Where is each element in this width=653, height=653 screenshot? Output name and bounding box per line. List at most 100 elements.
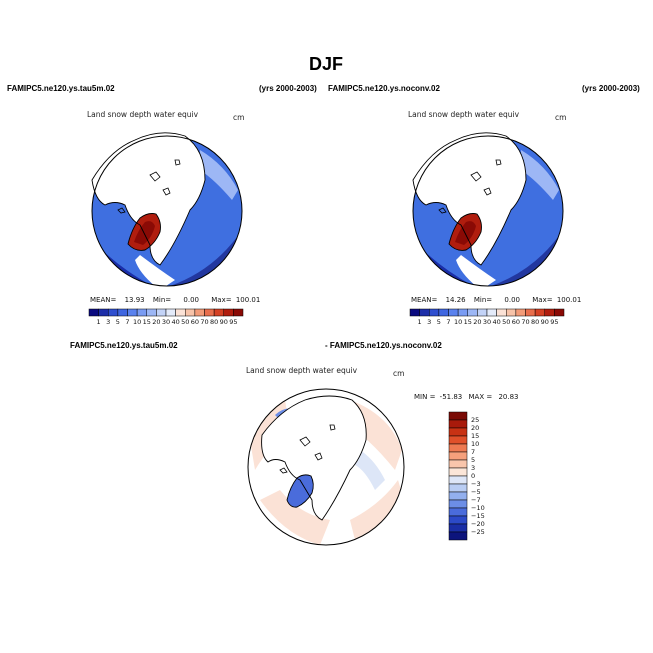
panel2-colorbar-swatch [429,308,440,317]
panel2-colorbar-tick-label: 95 [550,318,558,326]
panel2-colorbar-tick-label: 40 [492,318,500,326]
panel2-colorbar-swatch [477,308,488,317]
panel1-colorbar-swatch [233,308,244,317]
panel1-min-value: 0.00 [183,296,199,304]
panel1-mean-value: 13.93 [124,296,145,304]
panel1-colorbar-tick-label: 10 [133,318,141,326]
panel1-units: cm [233,113,245,122]
diff-colorbar-tick-label: −7 [471,496,481,504]
diff-colorbar-swatch [448,507,468,517]
panel2-mean-label: MEAN= [411,296,438,304]
diff-colorbar-swatch [448,419,468,429]
panel2-max-label: Max= [532,296,553,304]
panel2-map [412,132,564,287]
panel2-colorbar-tick-label: 15 [464,318,472,326]
panel1-colorbar-tick-label: 15 [143,318,151,326]
panel2-colorbar-swatch [534,308,545,317]
panel1-colorbar-tick-label: 40 [171,318,179,326]
diff-colorbar-tick-label: −10 [471,504,485,512]
panel1-ocean-south [135,255,175,286]
panel1-colorbar-tick-label: 80 [210,318,218,326]
diff-min-value: -51.83 [439,393,463,401]
panel1-colorbar-swatch [185,308,196,317]
panel2-islands [438,159,502,214]
diff-colorbar-swatch [448,443,468,453]
panel2-colorbar-tick-label: 10 [454,318,462,326]
panel2-colorbar-swatch [525,308,536,317]
diff-islands [279,424,336,474]
panel2-colorbar-tick-label: 1 [418,318,422,326]
panel2-colorbar-swatch [457,308,468,317]
diff-colorbar-tick-label: 25 [471,416,479,424]
diff-greenland-redraw [287,474,314,508]
panel1-colorbar-tick-label: 1 [97,318,101,326]
diff-stats: MIN = -51.83 MAX = 20.83 [414,393,518,401]
diff-colorbar-swatch [448,499,468,509]
diff-colorbar-swatch [448,411,468,421]
diff-colorbar-tick-label: 5 [471,456,475,464]
panel1-colorbar-swatch [108,308,119,317]
diff-colorbar-tick-label: −15 [471,512,485,520]
panel1-colorbar-swatch [165,308,176,317]
panel2-colorbar-swatch [438,308,449,317]
panel2-colorbar-tick-label: 50 [502,318,510,326]
panel1-colorbar-tick-label: 20 [152,318,160,326]
panel2-max-value: 100.01 [556,296,582,304]
panel1-colorbar-swatch [146,308,157,317]
diff-greenland-coast [286,474,314,508]
panel1-case-title: FAMIPC5.ne120.ys.tau5m.02 [7,84,115,93]
panel1-colorbar-tick-label: 90 [220,318,228,326]
panel1-colorbar-swatch [88,308,99,317]
panel2-stats: MEAN= 14.26 Min= 0.00 Max= 100.01 [411,296,581,304]
panel2-colorbar-swatch [554,308,565,317]
panel2-colorbar-tick-label: 5 [437,318,441,326]
panel2-units: cm [555,113,567,122]
panel2-colorbar-swatch [496,308,507,317]
panel2-colorbar: 1 3 5 7 10 15 20 30 40 50 60 70 80 90 95 [409,308,565,326]
panel2-colorbar-swatch [544,308,555,317]
panel2-greenland-coast [448,213,482,251]
diff-colorbar-tick-label: 15 [471,432,479,440]
panel1-colorbar-swatch [204,308,215,317]
panel1-colorbar-swatch [136,308,147,317]
panel1-colorbar-swatch [98,308,109,317]
diff-colorbar-swatch [448,523,468,533]
diff-colorbar-swatch [448,467,468,477]
panel1-stats: MEAN= 13.93 Min= 0.00 Max= 100.01 [90,296,260,304]
panel1-min-label: Min= [152,296,172,304]
panel1-colorbar: 1 3 5 7 10 15 20 30 40 50 60 70 80 90 95 [88,308,244,326]
panel1-ocean [92,136,205,265]
panel2-colorbar-tick-label: 60 [512,318,520,326]
panel2-colorbar-swatch [419,308,430,317]
panel2-coastline [412,132,527,266]
panel2-years: (yrs 2000-2003) [582,84,640,93]
diff-colorbar-swatch [448,483,468,493]
panel2-ocean [413,136,526,265]
diff-positive-southeast [350,480,404,540]
diff-colorbar-swatch [448,427,468,437]
panel2-colorbar-swatch [486,308,497,317]
panel1-light-snow-east [200,150,238,200]
diff-colorbar-swatch [448,459,468,469]
diff-colorbar-tick-label: −3 [471,480,481,488]
diff-variable-title: Land snow depth water equiv [246,366,358,375]
diff-units: cm [393,369,405,378]
panel1-colorbar-swatch [213,308,224,317]
diff-case-a: FAMIPC5.ne120.ys.tau5m.02 [70,341,178,350]
panel2-colorbar-tick-label: 90 [541,318,549,326]
panel2-colorbar-swatch [448,308,459,317]
diff-colorbar-tick-label: −25 [471,528,485,536]
panel1-colorbar-tick-label: 50 [181,318,189,326]
diff-ocean [261,396,367,520]
panel2-colorbar-swatch [506,308,517,317]
panel1-max-value: 100.01 [235,296,261,304]
diff-negative-east [355,450,385,490]
diff-colorbar-swatch [448,435,468,445]
panel1-years: (yrs 2000-2003) [259,84,317,93]
diff-colorbar-swatch [448,491,468,501]
panel2-colorbar-tick-label: 20 [473,318,481,326]
panel1-islands [117,159,181,214]
panel1-colorbar-swatch [117,308,128,317]
